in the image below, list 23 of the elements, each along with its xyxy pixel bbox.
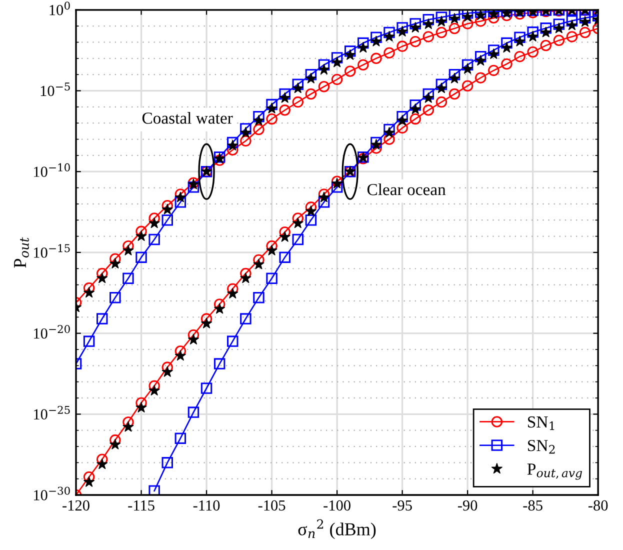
legend-label: SN$_{2}$	[528, 440, 555, 454]
legend-label: P$_{out,avg}$	[527, 464, 582, 480]
y-tick-label: 10$^{−10}$	[34, 163, 70, 177]
x-tick-label: -80	[588, 500, 608, 511]
y-tick-label: 10$^{−20}$	[34, 325, 70, 339]
x-tick-label: -90	[458, 500, 478, 511]
annotation: Clear ocean	[367, 183, 446, 196]
x-tick-label: -95	[392, 500, 412, 511]
x-axis-title: σ$_{n}$$^{2}$ (dBm)	[298, 519, 376, 540]
x-tick-label: -120	[62, 500, 90, 511]
y-tick-label: 10$^{−15}$	[34, 244, 70, 258]
y-tick-label: 10$^{−5}$	[40, 82, 70, 96]
x-tick-label: -115	[128, 500, 154, 511]
x-tick-label: -85	[523, 500, 542, 511]
x-tick-label: -100	[324, 500, 350, 511]
x-tick-label: -105	[258, 500, 286, 511]
y-tick-label: 10$^{−30}$	[34, 486, 70, 500]
y-tick-label: 10$^{0}$	[50, 2, 70, 16]
y-tick-label: 10$^{−25}$	[34, 406, 70, 420]
legend-label: SN$_{1}$	[528, 416, 554, 430]
y-axis-title: P$_{out}$	[14, 237, 29, 268]
annotation: Coastal water	[142, 112, 233, 124]
x-tick-label: -110	[193, 500, 220, 511]
